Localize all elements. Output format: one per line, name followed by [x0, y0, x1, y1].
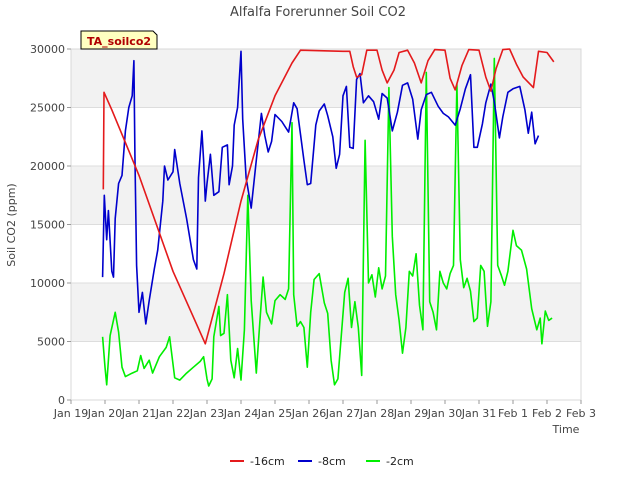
- plot-area: [70, 48, 582, 401]
- x-tick-label: Jan 25: [257, 407, 292, 420]
- annotation-box: TA_soilco2: [80, 30, 158, 50]
- legend: -16cm -8cm -2cm: [230, 455, 414, 468]
- y-tick-label: 0: [58, 394, 65, 407]
- grid-band: [71, 166, 581, 225]
- x-tick-label: Jan 29: [393, 407, 428, 420]
- series-line-minus-16cm: [102, 48, 555, 345]
- annotation-label: TA_soilco2: [87, 35, 151, 48]
- y-tick-label: 10000: [30, 277, 65, 290]
- x-tick-label: Jan 27: [325, 407, 360, 420]
- x-tick-label: Jan 24: [223, 407, 258, 420]
- legend-label: -2cm: [386, 455, 414, 468]
- y-axis-label: Soil CO2 (ppm): [5, 183, 18, 266]
- x-tick-label: Jan 30: [427, 407, 462, 420]
- y-axis: 0 5000 10000 15000 20000 25000 30000: [30, 43, 71, 407]
- series-line-minus-2cm: [101, 57, 553, 387]
- annotation-background: [80, 30, 158, 50]
- legend-label: -16cm: [250, 455, 285, 468]
- x-tick-label: Jan 19: [53, 407, 88, 420]
- grid-band: [71, 283, 581, 342]
- x-axis-label: Time: [552, 423, 580, 436]
- y-tick-label: 25000: [30, 102, 65, 115]
- series-line-minus-8cm: [101, 50, 540, 325]
- x-tick-label: Jan 31: [461, 407, 496, 420]
- grid-band: [71, 49, 581, 108]
- x-tick-label: Jan 26: [291, 407, 326, 420]
- y-tick-label: 20000: [30, 160, 65, 173]
- x-tick-label: Jan 23: [189, 407, 224, 420]
- legend-label: -8cm: [318, 455, 346, 468]
- series-lines: [101, 48, 555, 387]
- x-tick-label: Feb 2: [532, 407, 562, 420]
- x-tick-label: Jan 22: [155, 407, 190, 420]
- x-tick-label: Jan 20: [87, 407, 122, 420]
- x-tick-label: Feb 1: [498, 407, 528, 420]
- y-tick-label: 5000: [37, 336, 65, 349]
- x-axis: Jan 19 Jan 20 Jan 21 Jan 22 Jan 23 Jan 24 Jan …: [53, 400, 596, 420]
- x-tick-label: Feb 3: [566, 407, 596, 420]
- x-tick-label: Jan 21: [121, 407, 156, 420]
- chart-title: Alfalfa Forerunner Soil CO2: [230, 5, 406, 20]
- y-tick-label: 30000: [30, 43, 65, 56]
- y-tick-label: 15000: [30, 219, 65, 232]
- x-tick-label: Jan 28: [359, 407, 394, 420]
